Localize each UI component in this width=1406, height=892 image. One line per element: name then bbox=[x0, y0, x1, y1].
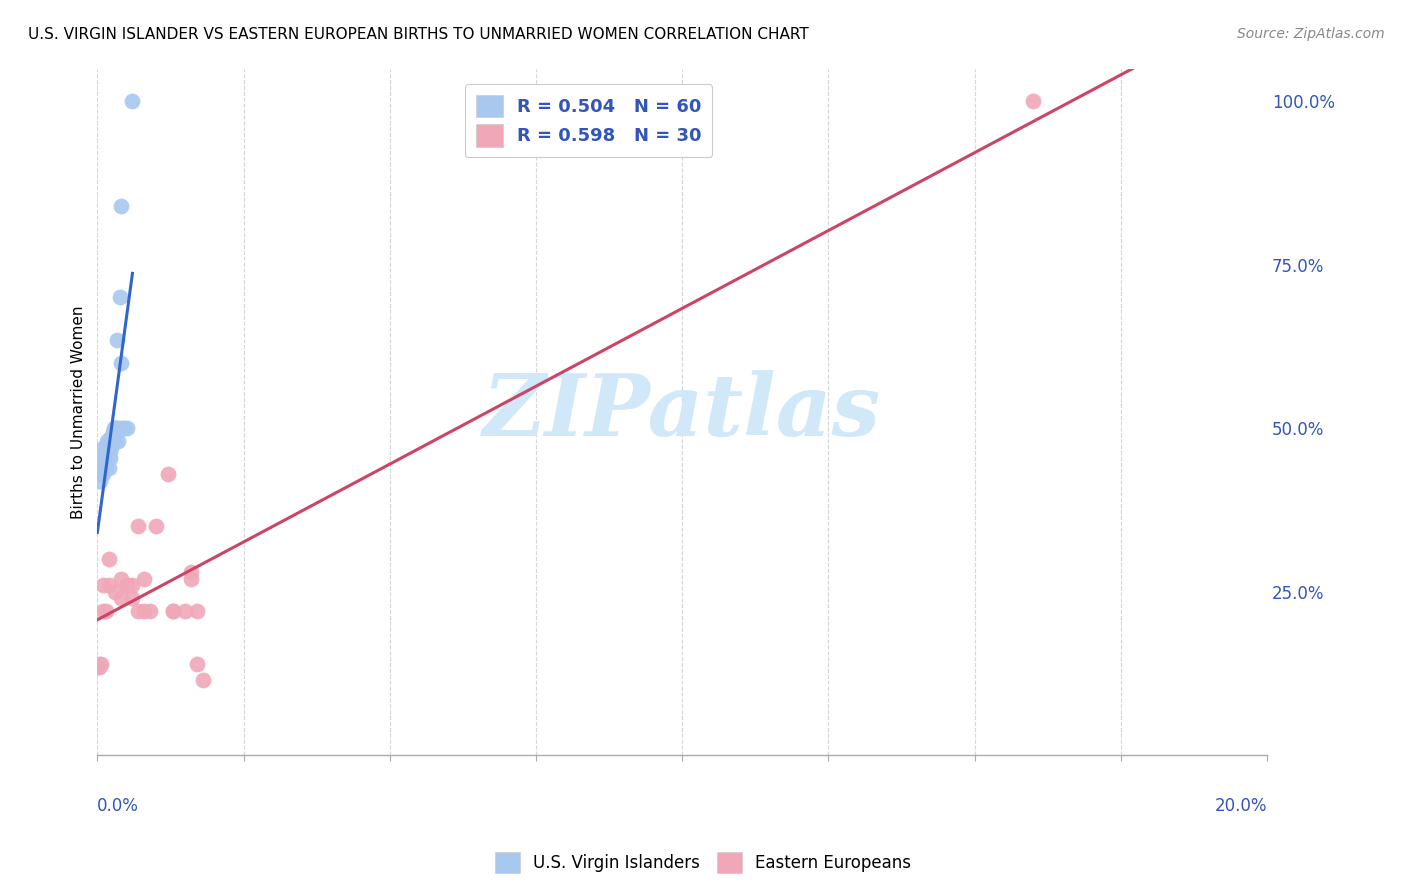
Point bbox=[98, 460, 121, 475]
Point bbox=[96, 447, 118, 461]
Point bbox=[90, 464, 112, 478]
Point bbox=[97, 441, 120, 455]
Point bbox=[98, 450, 121, 465]
Point bbox=[115, 578, 138, 592]
Point bbox=[110, 572, 132, 586]
Point bbox=[98, 444, 121, 458]
Point bbox=[180, 572, 202, 586]
Point bbox=[115, 578, 138, 592]
Point bbox=[101, 425, 124, 439]
Point bbox=[110, 199, 132, 213]
Point bbox=[174, 604, 197, 618]
Point bbox=[87, 660, 110, 674]
Point bbox=[121, 591, 143, 606]
Text: ZIPatlas: ZIPatlas bbox=[484, 370, 882, 454]
Point bbox=[121, 578, 143, 592]
Point bbox=[112, 421, 135, 435]
Point bbox=[94, 447, 117, 461]
Point bbox=[98, 450, 121, 465]
Point bbox=[162, 604, 184, 618]
Point bbox=[145, 519, 167, 533]
Point bbox=[134, 604, 156, 618]
Point bbox=[103, 421, 125, 435]
Point bbox=[100, 437, 122, 451]
Text: 20.0%: 20.0% bbox=[1215, 797, 1267, 814]
Point bbox=[98, 437, 121, 451]
Point bbox=[101, 434, 124, 449]
Point bbox=[91, 604, 114, 618]
Point bbox=[101, 427, 124, 442]
Point bbox=[91, 578, 114, 592]
Point bbox=[98, 444, 121, 458]
Point bbox=[90, 657, 112, 671]
Point bbox=[91, 450, 114, 465]
Point bbox=[156, 467, 179, 481]
Point bbox=[104, 421, 127, 435]
Point bbox=[93, 450, 115, 465]
Y-axis label: Births to Unmarried Women: Births to Unmarried Women bbox=[72, 305, 86, 518]
Point bbox=[91, 447, 114, 461]
Point bbox=[91, 450, 114, 465]
Point bbox=[91, 460, 114, 475]
Point bbox=[97, 450, 120, 465]
Point bbox=[98, 441, 121, 455]
Point bbox=[97, 444, 120, 458]
Point bbox=[100, 441, 122, 455]
Point bbox=[96, 441, 118, 455]
Point bbox=[91, 441, 114, 455]
Point bbox=[127, 604, 149, 618]
Point bbox=[107, 421, 129, 435]
Point bbox=[98, 552, 121, 566]
Point bbox=[94, 450, 117, 465]
Point bbox=[93, 460, 115, 475]
Point bbox=[105, 333, 128, 347]
Point bbox=[91, 460, 114, 475]
Legend: U.S. Virgin Islanders, Eastern Europeans: U.S. Virgin Islanders, Eastern Europeans bbox=[488, 846, 918, 880]
Text: 0.0%: 0.0% bbox=[97, 797, 139, 814]
Point bbox=[105, 421, 128, 435]
Point bbox=[91, 447, 114, 461]
Point bbox=[96, 434, 118, 449]
Point bbox=[96, 450, 118, 465]
Text: Source: ZipAtlas.com: Source: ZipAtlas.com bbox=[1237, 27, 1385, 41]
Point bbox=[94, 604, 117, 618]
Point bbox=[115, 421, 138, 435]
Point bbox=[111, 421, 134, 435]
Point bbox=[94, 447, 117, 461]
Point bbox=[90, 454, 112, 468]
Point bbox=[108, 290, 131, 304]
Point bbox=[121, 94, 143, 108]
Point bbox=[89, 474, 111, 488]
Point bbox=[1022, 94, 1045, 108]
Point bbox=[127, 519, 149, 533]
Point bbox=[110, 591, 132, 606]
Point bbox=[87, 657, 110, 671]
Point bbox=[94, 460, 117, 475]
Point bbox=[98, 578, 121, 592]
Point bbox=[104, 434, 127, 449]
Point bbox=[94, 460, 117, 475]
Point bbox=[110, 356, 132, 370]
Point bbox=[101, 431, 124, 445]
Point bbox=[98, 431, 121, 445]
Point bbox=[186, 657, 208, 671]
Point bbox=[104, 427, 127, 442]
Point bbox=[139, 604, 162, 618]
Legend: R = 0.504   N = 60, R = 0.598   N = 30: R = 0.504 N = 60, R = 0.598 N = 30 bbox=[465, 85, 713, 157]
Point bbox=[186, 604, 208, 618]
Point bbox=[104, 584, 127, 599]
Point bbox=[191, 673, 214, 687]
Point bbox=[87, 660, 110, 674]
Point bbox=[91, 467, 114, 481]
Point bbox=[134, 572, 156, 586]
Point bbox=[94, 450, 117, 465]
Point bbox=[107, 434, 129, 449]
Point bbox=[101, 427, 124, 442]
Point bbox=[162, 604, 184, 618]
Point bbox=[89, 460, 111, 475]
Point bbox=[180, 565, 202, 579]
Point bbox=[98, 434, 121, 449]
Text: U.S. VIRGIN ISLANDER VS EASTERN EUROPEAN BIRTHS TO UNMARRIED WOMEN CORRELATION C: U.S. VIRGIN ISLANDER VS EASTERN EUROPEAN… bbox=[28, 27, 808, 42]
